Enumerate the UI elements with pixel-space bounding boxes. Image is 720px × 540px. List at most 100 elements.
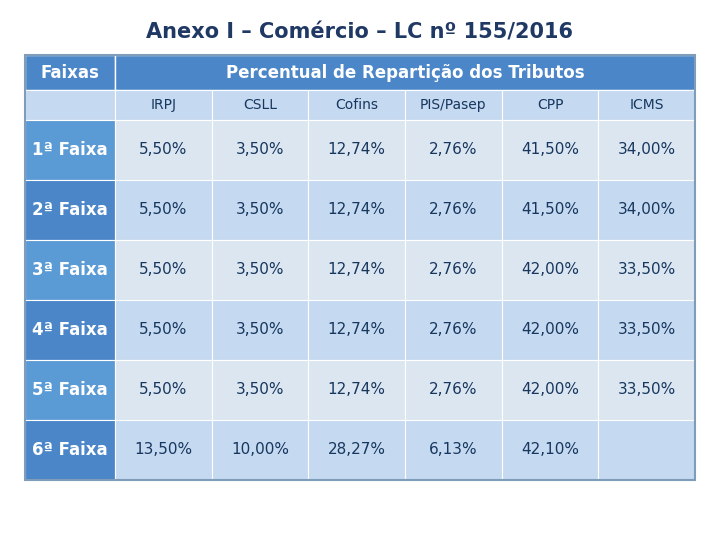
Bar xyxy=(25,55,695,480)
Text: 12,74%: 12,74% xyxy=(328,382,386,397)
Bar xyxy=(25,420,115,480)
Text: 3,50%: 3,50% xyxy=(235,262,284,278)
Text: 2,76%: 2,76% xyxy=(429,322,477,338)
Text: 41,50%: 41,50% xyxy=(521,202,579,218)
Text: 5,50%: 5,50% xyxy=(139,382,187,397)
Text: 3,50%: 3,50% xyxy=(235,143,284,158)
Text: 2,76%: 2,76% xyxy=(429,143,477,158)
Text: 42,00%: 42,00% xyxy=(521,382,579,397)
Bar xyxy=(308,90,405,120)
Bar xyxy=(502,240,598,300)
Text: Anexo I – Comércio – LC nº 155/2016: Anexo I – Comércio – LC nº 155/2016 xyxy=(146,22,574,42)
Bar xyxy=(115,360,212,420)
Text: 5,50%: 5,50% xyxy=(139,202,187,218)
Text: 5ª Faixa: 5ª Faixa xyxy=(32,381,108,399)
Text: 1ª Faixa: 1ª Faixa xyxy=(32,141,108,159)
Bar xyxy=(25,240,115,300)
Bar xyxy=(598,240,695,300)
Bar xyxy=(25,180,115,240)
Text: PIS/Pasep: PIS/Pasep xyxy=(420,98,487,112)
Text: 33,50%: 33,50% xyxy=(618,322,676,338)
Bar xyxy=(405,240,502,300)
Text: CPP: CPP xyxy=(536,98,563,112)
Bar xyxy=(502,180,598,240)
Text: 6,13%: 6,13% xyxy=(429,442,477,457)
Bar xyxy=(308,360,405,420)
Bar xyxy=(212,180,308,240)
Bar xyxy=(115,90,212,120)
Text: 42,00%: 42,00% xyxy=(521,262,579,278)
Bar xyxy=(115,120,212,180)
Text: 5,50%: 5,50% xyxy=(139,143,187,158)
Bar xyxy=(502,300,598,360)
Text: 41,50%: 41,50% xyxy=(521,143,579,158)
Text: 5,50%: 5,50% xyxy=(139,262,187,278)
Bar xyxy=(405,180,502,240)
Text: 10,00%: 10,00% xyxy=(231,442,289,457)
Bar xyxy=(115,420,212,480)
Text: Cofins: Cofins xyxy=(336,98,378,112)
Text: 42,10%: 42,10% xyxy=(521,442,579,457)
Bar xyxy=(25,300,115,360)
Bar xyxy=(212,420,308,480)
Text: 12,74%: 12,74% xyxy=(328,262,386,278)
Bar xyxy=(212,360,308,420)
Text: 12,74%: 12,74% xyxy=(328,202,386,218)
Text: 2ª Faixa: 2ª Faixa xyxy=(32,201,108,219)
Text: 33,50%: 33,50% xyxy=(618,262,676,278)
Text: ICMS: ICMS xyxy=(629,98,664,112)
Text: 4ª Faixa: 4ª Faixa xyxy=(32,321,108,339)
Bar xyxy=(212,90,308,120)
Text: 5,50%: 5,50% xyxy=(139,322,187,338)
Bar xyxy=(308,240,405,300)
Text: 2,76%: 2,76% xyxy=(429,202,477,218)
Bar xyxy=(405,300,502,360)
Bar xyxy=(502,90,598,120)
Text: 6ª Faixa: 6ª Faixa xyxy=(32,441,108,459)
Bar xyxy=(405,120,502,180)
Bar xyxy=(308,420,405,480)
Text: 34,00%: 34,00% xyxy=(618,202,676,218)
Text: 13,50%: 13,50% xyxy=(134,442,192,457)
Bar xyxy=(308,300,405,360)
Text: 34,00%: 34,00% xyxy=(618,143,676,158)
Text: 12,74%: 12,74% xyxy=(328,322,386,338)
Bar xyxy=(598,300,695,360)
Bar xyxy=(308,120,405,180)
Bar xyxy=(25,55,115,90)
Bar xyxy=(115,300,212,360)
Text: Percentual de Repartição dos Tributos: Percentual de Repartição dos Tributos xyxy=(225,64,585,82)
Text: 3,50%: 3,50% xyxy=(235,322,284,338)
Bar xyxy=(25,90,115,120)
Text: Faixas: Faixas xyxy=(40,64,99,82)
Bar xyxy=(115,55,695,90)
Bar xyxy=(115,180,212,240)
Text: 3,50%: 3,50% xyxy=(235,382,284,397)
Bar xyxy=(502,120,598,180)
Text: CSLL: CSLL xyxy=(243,98,277,112)
Bar xyxy=(598,360,695,420)
Bar xyxy=(502,360,598,420)
Text: 42,00%: 42,00% xyxy=(521,322,579,338)
Text: 2,76%: 2,76% xyxy=(429,382,477,397)
Text: 2,76%: 2,76% xyxy=(429,262,477,278)
Bar xyxy=(598,90,695,120)
Text: 3ª Faixa: 3ª Faixa xyxy=(32,261,108,279)
Text: 3,50%: 3,50% xyxy=(235,202,284,218)
Bar xyxy=(598,120,695,180)
Text: 33,50%: 33,50% xyxy=(618,382,676,397)
Bar xyxy=(25,120,115,180)
Bar xyxy=(405,420,502,480)
Bar xyxy=(212,120,308,180)
Bar xyxy=(115,240,212,300)
Bar xyxy=(212,300,308,360)
Text: 12,74%: 12,74% xyxy=(328,143,386,158)
Bar xyxy=(212,240,308,300)
Text: 28,27%: 28,27% xyxy=(328,442,386,457)
Text: IRPJ: IRPJ xyxy=(150,98,176,112)
Bar xyxy=(405,90,502,120)
Bar xyxy=(598,420,695,480)
Bar xyxy=(502,420,598,480)
Bar xyxy=(25,360,115,420)
Bar xyxy=(405,360,502,420)
